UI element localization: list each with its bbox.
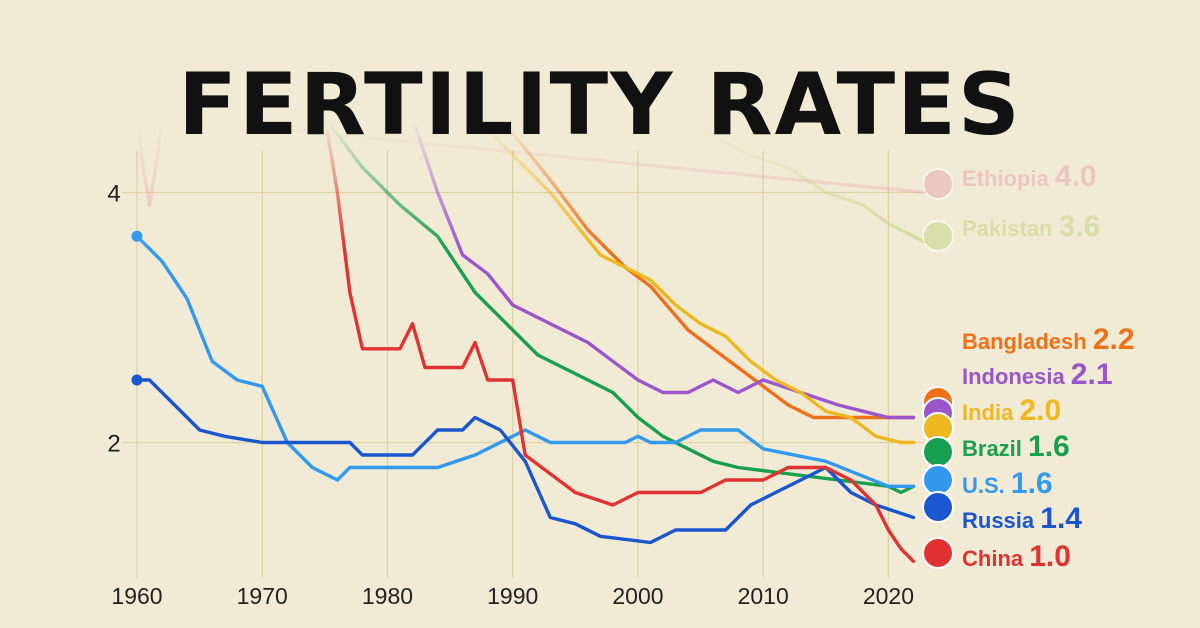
end-label-ethiopia: Ethiopia 4.0	[962, 160, 1097, 193]
series-value: 2.1	[1071, 358, 1113, 391]
series-name: China	[962, 546, 1029, 571]
series-name: Russia	[962, 508, 1040, 533]
x-tick-label: 1980	[362, 583, 413, 609]
series-value: 1.6	[1028, 430, 1070, 463]
series-value: 1.6	[1011, 467, 1053, 500]
page-title: FERTILITY RATES	[178, 55, 1022, 155]
end-label-brazil: Brazil 1.6	[962, 430, 1070, 463]
x-tick-label: 1990	[487, 583, 538, 609]
end-label-india: India 2.0	[962, 394, 1061, 427]
series-name: Pakistan	[962, 216, 1059, 241]
series-name: Indonesia	[962, 364, 1071, 389]
grid	[122, 150, 926, 578]
series-line-us	[135, 234, 916, 488]
ethiopia-flag-icon	[922, 168, 954, 200]
x-tick-label: 1960	[111, 583, 162, 609]
series-line-pakistan	[586, 115, 928, 245]
end-label-us: U.S. 1.6	[962, 467, 1053, 500]
x-tick-label: 2010	[738, 583, 789, 609]
end-label-indonesia: Indonesia 2.1	[962, 358, 1113, 391]
y-tick-label: 2	[107, 431, 120, 458]
series-value: 2.0	[1019, 394, 1061, 427]
series-value: 2.2	[1093, 323, 1135, 356]
x-tick-label: 2000	[612, 583, 663, 609]
series-lines	[131, 115, 928, 563]
end-label-russia: Russia 1.4	[962, 502, 1082, 535]
x-tick-label: 1970	[237, 583, 288, 609]
series-name: Bangladesh	[962, 329, 1093, 354]
axis-ticks: 1960 1970 1980 1990 2000 2010 2020 2 4	[107, 181, 914, 610]
end-label-china: China 1.0	[962, 540, 1071, 573]
series-value: 1.4	[1040, 502, 1082, 535]
russia-flag-icon	[922, 491, 954, 523]
china-flag-icon	[922, 537, 954, 569]
series-line-india	[473, 115, 916, 445]
series-line-brazil	[323, 115, 916, 495]
us-flag-icon	[922, 464, 954, 496]
end-label-bangladesh: Bangladesh 2.2	[962, 323, 1135, 356]
series-value: 4.0	[1055, 160, 1097, 193]
series-name: Brazil	[962, 436, 1028, 461]
series-name: U.S.	[962, 473, 1011, 498]
y-tick-label: 4	[107, 181, 120, 208]
series-name: Ethiopia	[962, 166, 1055, 191]
series-line-bangladesh	[498, 115, 916, 420]
series-line-china	[323, 115, 916, 563]
series-line-indonesia	[410, 115, 916, 420]
series-line-russia	[135, 378, 916, 545]
brazil-flag-icon	[922, 436, 954, 468]
x-tick-label: 2020	[863, 583, 914, 609]
end-label-pakistan: Pakistan 3.6	[962, 210, 1100, 243]
series-value: 3.6	[1059, 210, 1101, 243]
series-value: 1.0	[1029, 540, 1071, 573]
series-start-point	[131, 374, 143, 386]
pakistan-flag-icon	[922, 220, 954, 252]
series-start-point	[131, 230, 143, 242]
series-line-ethiopia	[135, 115, 928, 207]
series-name: India	[962, 400, 1019, 425]
